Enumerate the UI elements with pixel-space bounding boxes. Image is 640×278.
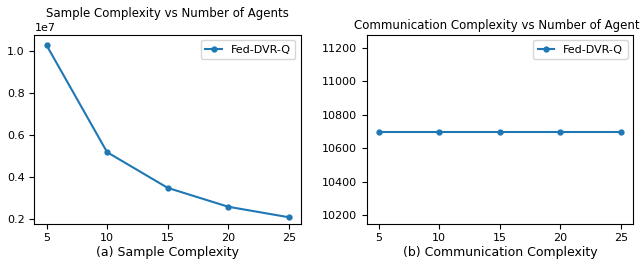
Fed-DVR-Q	[375, 130, 383, 133]
Title: Communication Complexity vs Number of Agents: Communication Complexity vs Number of Ag…	[354, 19, 640, 32]
Fed-DVR-Q	[617, 130, 625, 133]
Fed-DVR-Q	[103, 150, 111, 154]
Fed-DVR-Q	[496, 130, 504, 133]
Text: (a) Sample Complexity: (a) Sample Complexity	[96, 246, 239, 259]
Fed-DVR-Q	[435, 130, 443, 133]
Fed-DVR-Q	[225, 205, 232, 208]
Title: Sample Complexity vs Number of Agents: Sample Complexity vs Number of Agents	[46, 7, 289, 20]
Text: (b) Communication Complexity: (b) Communication Complexity	[403, 246, 597, 259]
Legend: Fed-DVR-Q: Fed-DVR-Q	[201, 40, 295, 59]
Line: Fed-DVR-Q: Fed-DVR-Q	[376, 129, 623, 134]
Fed-DVR-Q	[285, 215, 292, 219]
Fed-DVR-Q	[557, 130, 564, 133]
Line: Fed-DVR-Q: Fed-DVR-Q	[44, 43, 291, 220]
Fed-DVR-Q	[43, 43, 51, 47]
Fed-DVR-Q	[164, 186, 172, 190]
Legend: Fed-DVR-Q: Fed-DVR-Q	[533, 40, 627, 59]
